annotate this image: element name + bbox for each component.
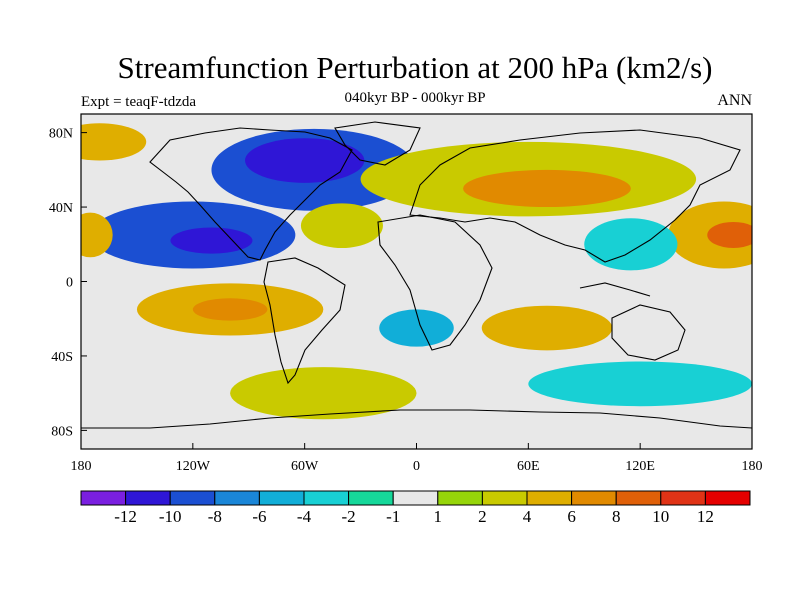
colorbar-swatch <box>392 490 439 506</box>
contour-fields <box>81 123 752 420</box>
field-c-pacific-low-core <box>170 227 253 254</box>
x-tick-label: 60E <box>517 459 540 474</box>
colorbar-label: 4 <box>523 507 532 526</box>
field-s-pacific-high-core <box>192 298 268 321</box>
y-tick-label: 0 <box>66 276 73 291</box>
field-nw-pacific-high-core <box>707 221 752 248</box>
colorbar-swatch <box>125 490 171 506</box>
colorbar-label: -2 <box>342 507 356 526</box>
colorbar-swatch <box>80 490 127 506</box>
season-label: ANN <box>717 92 752 109</box>
colorbar-swatch <box>526 490 573 506</box>
field-atlantic-tropic-high <box>300 203 383 249</box>
colorbar-swatch <box>660 490 706 506</box>
colorbar-label: 6 <box>567 507 576 526</box>
x-tick-label: 180 <box>742 459 763 474</box>
colorbar-label: 12 <box>697 507 714 526</box>
colorbar-label: -6 <box>252 507 266 526</box>
chart-subtitle: 040kyr BP - 000kyr BP <box>344 90 486 106</box>
y-tick-label: 40N <box>49 201 73 216</box>
colorbar-label: -8 <box>208 507 222 526</box>
colorbar-label: -4 <box>297 507 312 526</box>
x-tick-label: 120E <box>625 459 655 474</box>
map-layer <box>81 114 752 449</box>
colorbar-label: -10 <box>159 507 182 526</box>
y-tick-label: 80N <box>49 127 73 142</box>
coast-eurasia <box>409 129 741 263</box>
chart-title: Streamfunction Perturbation at 200 hPa (… <box>117 50 713 85</box>
coast-antarctica <box>81 409 752 429</box>
coast-greenland <box>334 121 421 166</box>
field-n-atlantic-low-core <box>245 138 365 183</box>
coast-north-america <box>149 127 353 261</box>
field-eurasia-high-core <box>463 169 631 208</box>
colorbar-label: -12 <box>114 507 137 526</box>
x-tick-label: 180 <box>71 459 92 474</box>
colorbar-label: 8 <box>612 507 621 526</box>
colorbar-swatch <box>214 490 260 506</box>
colorbar-label: 2 <box>478 507 487 526</box>
colorbar-label: 1 <box>434 507 443 526</box>
x-tick-label: 0 <box>413 459 420 474</box>
colorbar-swatch <box>348 490 394 506</box>
colorbar-swatch <box>704 490 751 506</box>
x-tick-label: 120W <box>176 459 211 474</box>
colorbar-swatch <box>481 490 528 506</box>
coast-australia <box>611 304 686 361</box>
coastlines <box>81 121 752 429</box>
y-tick-label: 80S <box>51 424 73 439</box>
y-axis: 80N 40N 0 40S 80S <box>49 127 87 439</box>
field-n-pacific-high <box>81 123 147 161</box>
field-asia-low <box>584 218 678 271</box>
experiment-label: Expt = teaqF-tdzda <box>81 94 197 110</box>
colorbar-swatch <box>571 490 617 506</box>
coast-africa <box>377 214 493 351</box>
colorbar: -12 -10 -8 -6 -4 -2 -1 1 2 4 6 8 10 12 <box>80 490 751 526</box>
colorbar-swatch <box>258 490 305 506</box>
field-southern-ocean-low <box>528 361 752 407</box>
colorbar-swatch <box>303 490 350 506</box>
coast-indonesia <box>579 282 651 297</box>
field-s-atlantic-low <box>379 309 454 347</box>
coast-south-america <box>263 257 346 385</box>
colorbar-label: -1 <box>386 507 400 526</box>
x-axis: 180 120W 60W 0 60E 120E 180 <box>71 443 763 474</box>
x-tick-label: 60W <box>291 459 319 474</box>
field-w-pacific-high-w <box>81 212 113 258</box>
y-tick-label: 40S <box>51 350 73 365</box>
field-s-indian-high <box>481 305 613 351</box>
colorbar-swatch <box>169 490 216 506</box>
colorbar-swatch <box>615 490 662 506</box>
field-southern-ocean-high <box>230 367 417 420</box>
colorbar-label: 10 <box>652 507 669 526</box>
colorbar-swatch <box>437 490 483 506</box>
